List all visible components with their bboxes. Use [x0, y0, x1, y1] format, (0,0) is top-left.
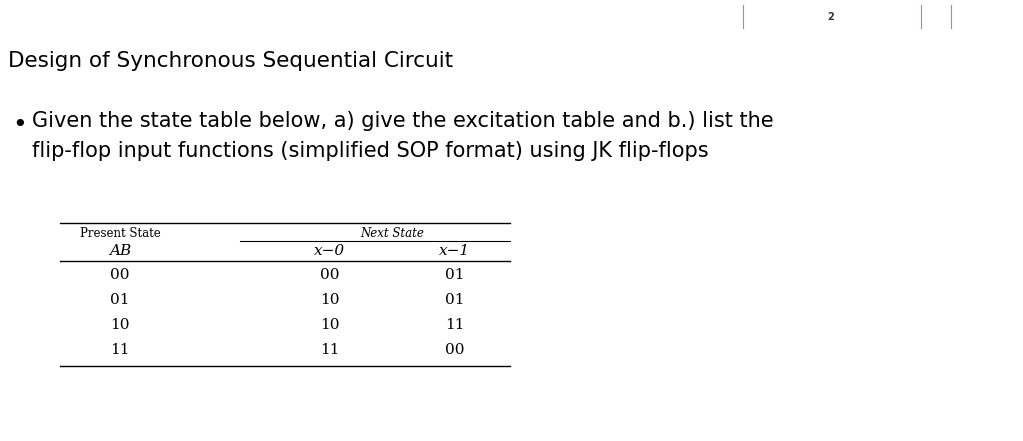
Text: Page: Page [752, 11, 775, 22]
Text: AB: AB [108, 244, 131, 258]
Text: 2: 2 [828, 11, 834, 22]
Text: Design of Synchronous Sequential Circuit: Design of Synchronous Sequential Circuit [8, 51, 453, 71]
Text: —: — [959, 11, 969, 22]
Text: x−0: x−0 [314, 244, 346, 258]
Text: 10: 10 [320, 293, 340, 307]
Text: of 4: of 4 [869, 11, 887, 22]
Text: 01: 01 [445, 268, 464, 282]
Text: Given the state table below, a) give the excitation table and b.) list the: Given the state table below, a) give the… [32, 111, 773, 131]
Text: Present State: Present State [80, 227, 161, 239]
Text: >: > [855, 11, 863, 22]
Text: ↺: ↺ [929, 11, 938, 22]
Text: flip-flop input functions (simplified SOP format) using JK flip-flops: flip-flop input functions (simplified SO… [32, 141, 709, 161]
FancyBboxPatch shape [806, 4, 855, 29]
Text: 11: 11 [110, 343, 130, 357]
Text: Next State: Next State [360, 227, 425, 239]
Text: x−1: x−1 [440, 244, 471, 258]
Text: 11: 11 [445, 318, 464, 332]
Text: <: < [796, 11, 804, 22]
Text: 00: 00 [110, 268, 130, 282]
Text: 01: 01 [110, 293, 130, 307]
Text: 01: 01 [445, 293, 464, 307]
Text: 11: 11 [320, 343, 340, 357]
Text: 00: 00 [445, 343, 464, 357]
Text: 10: 10 [320, 318, 340, 332]
Text: 10: 10 [110, 318, 130, 332]
Text: 00: 00 [320, 268, 340, 282]
Text: •: • [12, 113, 27, 137]
